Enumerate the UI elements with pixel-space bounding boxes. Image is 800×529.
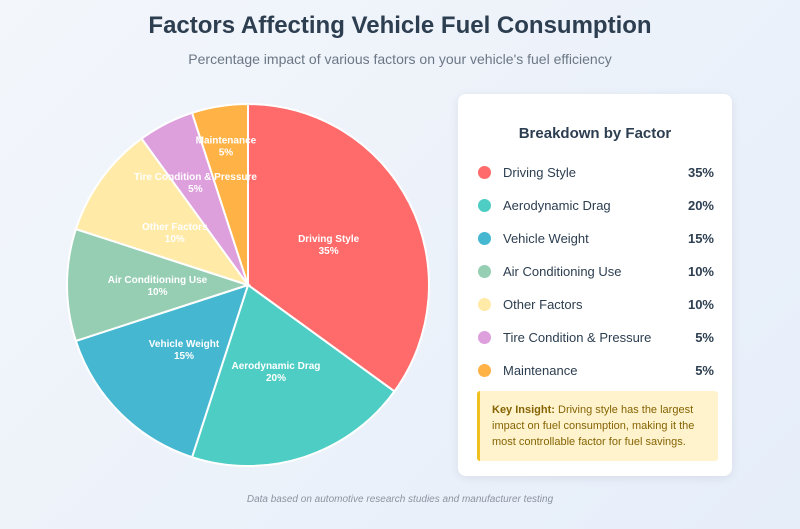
legend-item: Vehicle Weight 15%	[478, 222, 714, 255]
legend-color-icon	[478, 265, 491, 278]
legend-color-icon	[478, 364, 491, 377]
legend-item: Maintenance 5%	[478, 354, 714, 387]
legend-value: 5%	[695, 363, 714, 378]
slice-label-1: Aerodynamic Drag	[232, 361, 321, 372]
legend-label: Other Factors	[503, 297, 583, 312]
pie-slice-4[interactable]	[74, 137, 251, 287]
insight-text: Driving style has the largest impact on …	[492, 404, 695, 448]
legend-color-icon	[478, 232, 491, 245]
legend-value: 15%	[687, 231, 714, 246]
slice-value-6: 5%	[219, 148, 234, 159]
slice-value-0: 35%	[319, 246, 339, 257]
pie-slice-6[interactable]	[190, 102, 249, 286]
slice-value-1: 20%	[266, 373, 286, 384]
pie-slice-1[interactable]	[190, 283, 396, 467]
slice-label-0: Driving Style	[298, 234, 360, 245]
insight-label: Key Insight:	[492, 404, 555, 416]
legend-item: Tire Condition & Pressure 5%	[478, 321, 714, 354]
slice-label-4: Other Factors	[142, 222, 208, 233]
slice-label-3: Air Conditioning Use	[108, 275, 208, 286]
legend-value: 35%	[687, 165, 714, 180]
key-insight: Key Insight: Driving style has the large…	[477, 391, 718, 461]
legend-item: Aerodynamic Drag 20%	[478, 189, 714, 222]
breakdown-title: Breakdown by Factor	[518, 125, 672, 142]
page-title: Factors Affecting Vehicle Fuel Consumpti…	[148, 12, 652, 39]
pie-slice-0[interactable]	[247, 102, 430, 393]
breakdown-panel: Breakdown by Factor Driving Style 35% Aero…	[458, 94, 732, 476]
legend-value: 5%	[695, 330, 714, 345]
legend-color-icon	[478, 331, 491, 344]
slice-value-3: 10%	[147, 287, 167, 298]
legend-label: Vehicle Weight	[503, 231, 589, 246]
legend-label: Driving Style	[503, 165, 576, 180]
footer-note: Data based on automotive research studie…	[246, 494, 554, 505]
legend-value: 20%	[687, 198, 714, 213]
legend-label: Tire Condition & Pressure	[503, 330, 652, 345]
legend-color-icon	[478, 166, 491, 179]
legend-value: 10%	[687, 297, 714, 312]
slice-value-5: 5%	[188, 184, 203, 195]
legend: Driving Style 35% Aerodynamic Drag 20% Vehic…	[478, 156, 714, 387]
slice-value-4: 10%	[165, 234, 185, 245]
legend-item: Driving Style 35%	[478, 156, 714, 189]
slice-label-2: Vehicle Weight	[149, 339, 220, 350]
slice-value-2: 15%	[174, 351, 194, 362]
legend-color-icon	[478, 199, 491, 212]
pie-slice-2[interactable]	[74, 283, 250, 459]
legend-label: Aerodynamic Drag	[503, 198, 611, 213]
page-subtitle: Percentage impact of various factors on …	[188, 51, 612, 67]
legend-label: Maintenance	[503, 363, 578, 378]
legend-color-icon	[478, 298, 491, 311]
slice-label-6: Maintenance	[196, 136, 257, 147]
legend-value: 10%	[687, 264, 714, 279]
legend-item: Other Factors 10%	[478, 288, 714, 321]
legend-item: Air Conditioning Use 10%	[478, 255, 714, 288]
pie-slice-3[interactable]	[66, 227, 252, 343]
legend-label: Air Conditioning Use	[503, 264, 622, 279]
slice-label-5: Tire Condition & Pressure	[134, 172, 258, 183]
